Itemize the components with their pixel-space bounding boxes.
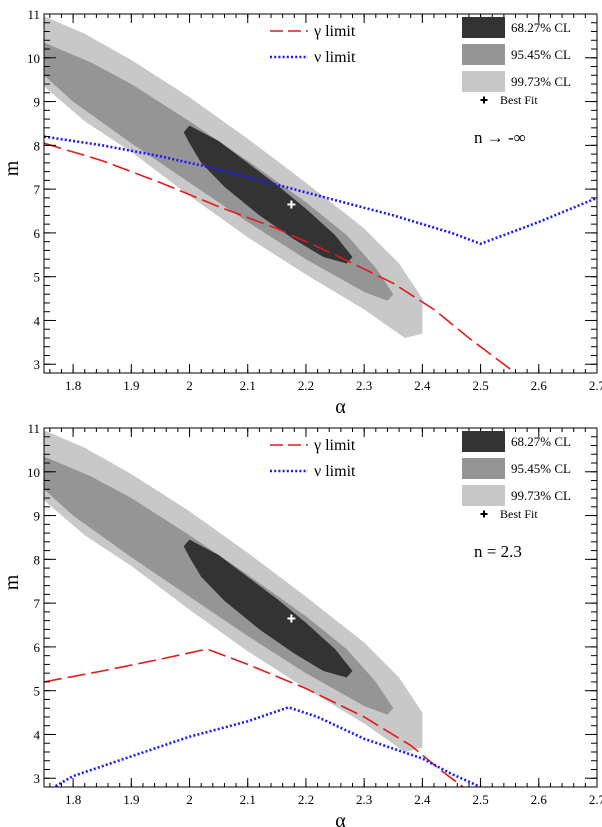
panel-bottom: 1.8 1.9 2 2.1 2.2 2.3 2.4 2.5 2.6 2.7 3 4 5 6 7 8 9 10 11 α… [1,421,602,827]
x-tick-label: 2.4 [414,378,431,393]
legend-label-nu: ν limit [314,463,356,480]
y-tick-label: 4 [34,313,41,328]
legend-label-gamma: γ limit [313,23,356,40]
x-axis-title: α [335,396,346,418]
y-tick-label: 11 [27,7,40,22]
nu-limit-curve [54,705,482,787]
y-tick-label: 10 [27,51,40,66]
y-tick-label: 6 [34,226,41,241]
legend-label-6827-cl: 68.27% CL [511,20,571,35]
legend-swatch-6827-cl [462,431,505,452]
legend-swatch-9973-cl [462,71,505,92]
y-tick-label: 4 [34,727,41,742]
x-tick-label: 2 [186,792,193,807]
contour-legend: 68.27% CL 95.45% CL 99.73% CL Best Fit [462,17,571,107]
gamma-limit-curve [44,142,516,373]
x-tick-label: 1.9 [123,378,139,393]
x-tick-label: 1.8 [65,792,81,807]
legend-label-9973-cl: 99.73% CL [511,74,571,89]
x-tick-label: 2.5 [472,378,488,393]
best-fit-marker [287,200,296,209]
x-tick-label: 2.3 [356,792,372,807]
legend-label-6827-cl: 68.27% CL [511,434,571,449]
x-tick-label: 1.9 [123,792,139,807]
panel-annotation: n = 2.3 [474,542,522,561]
x-axis-title: α [335,810,346,827]
panel-annotation: n → -∞ [474,128,526,147]
contour-legend: 68.27% CL 95.45% CL 99.73% CL Best Fit [462,431,571,521]
x-tick-label: 2.7 [589,792,602,807]
plot-frame [43,427,598,788]
x-tick-label: 2.1 [240,792,256,807]
x-tick-label: 2.2 [298,378,314,393]
legend-best-fit-marker [480,510,488,518]
legend-swatch-9973-cl [462,485,505,506]
legend-best-fit-marker [480,96,488,104]
y-axis-title: m [1,574,23,590]
x-tick-label: 2 [186,378,193,393]
y-tick-label: 8 [34,552,41,567]
contour-6827-cl [183,125,353,264]
y-tick-label: 6 [34,640,41,655]
y-tick-label: 3 [34,771,41,786]
x-tick-label: 2.4 [414,792,431,807]
y-tick-label: 7 [34,596,41,611]
nu-limit-curve [44,135,597,246]
line-legend: γ limit ν limit [270,437,356,480]
plot-area [44,430,482,787]
legend-label-9545-cl: 95.45% CL [511,47,571,62]
legend-swatch-6827-cl [462,17,505,38]
y-tick-label: 9 [34,95,41,110]
legend-label-nu: ν limit [314,49,356,66]
x-tick-label: 2.3 [356,378,372,393]
x-tick-label: 2.1 [240,378,256,393]
x-tick-label: 1.8 [65,378,81,393]
x-tick-label: 2.2 [298,792,314,807]
x-tick-label: 2.6 [531,378,548,393]
legend-swatch-9545-cl [462,44,505,65]
y-tick-label: 11 [27,421,40,436]
x-tick-label: 2.6 [531,792,548,807]
best-fit-marker [287,614,296,623]
line-legend: γ limit ν limit [270,23,356,66]
legend-label-best-fit: Best Fit [500,93,538,107]
y-tick-label: 7 [34,182,41,197]
x-tick-label: 2.7 [589,378,602,393]
legend-label-9545-cl: 95.45% CL [511,461,571,476]
y-tick-label: 8 [34,138,41,153]
gamma-limit-curve [44,648,464,787]
y-axis-title: m [1,160,23,176]
x-tick-label: 2.5 [472,792,488,807]
legend-label-9973-cl: 99.73% CL [511,488,571,503]
y-tick-label: 10 [27,465,40,480]
legend-swatch-9545-cl [462,458,505,479]
legend-label-best-fit: Best Fit [500,507,538,521]
panel-top: 1.8 1.9 2 2.1 2.2 2.3 2.4 2.5 2.6 2.7 3 4 5 6 7 8 9 10 11 α… [1,7,602,418]
plot-area [44,16,597,373]
y-tick-label: 5 [34,270,41,285]
y-tick-label: 3 [34,357,41,372]
legend-label-gamma: γ limit [313,437,356,454]
y-tick-label: 5 [34,684,41,699]
contour-6827-cl [183,539,353,678]
plot-frame [43,13,598,374]
y-tick-label: 9 [34,509,41,524]
